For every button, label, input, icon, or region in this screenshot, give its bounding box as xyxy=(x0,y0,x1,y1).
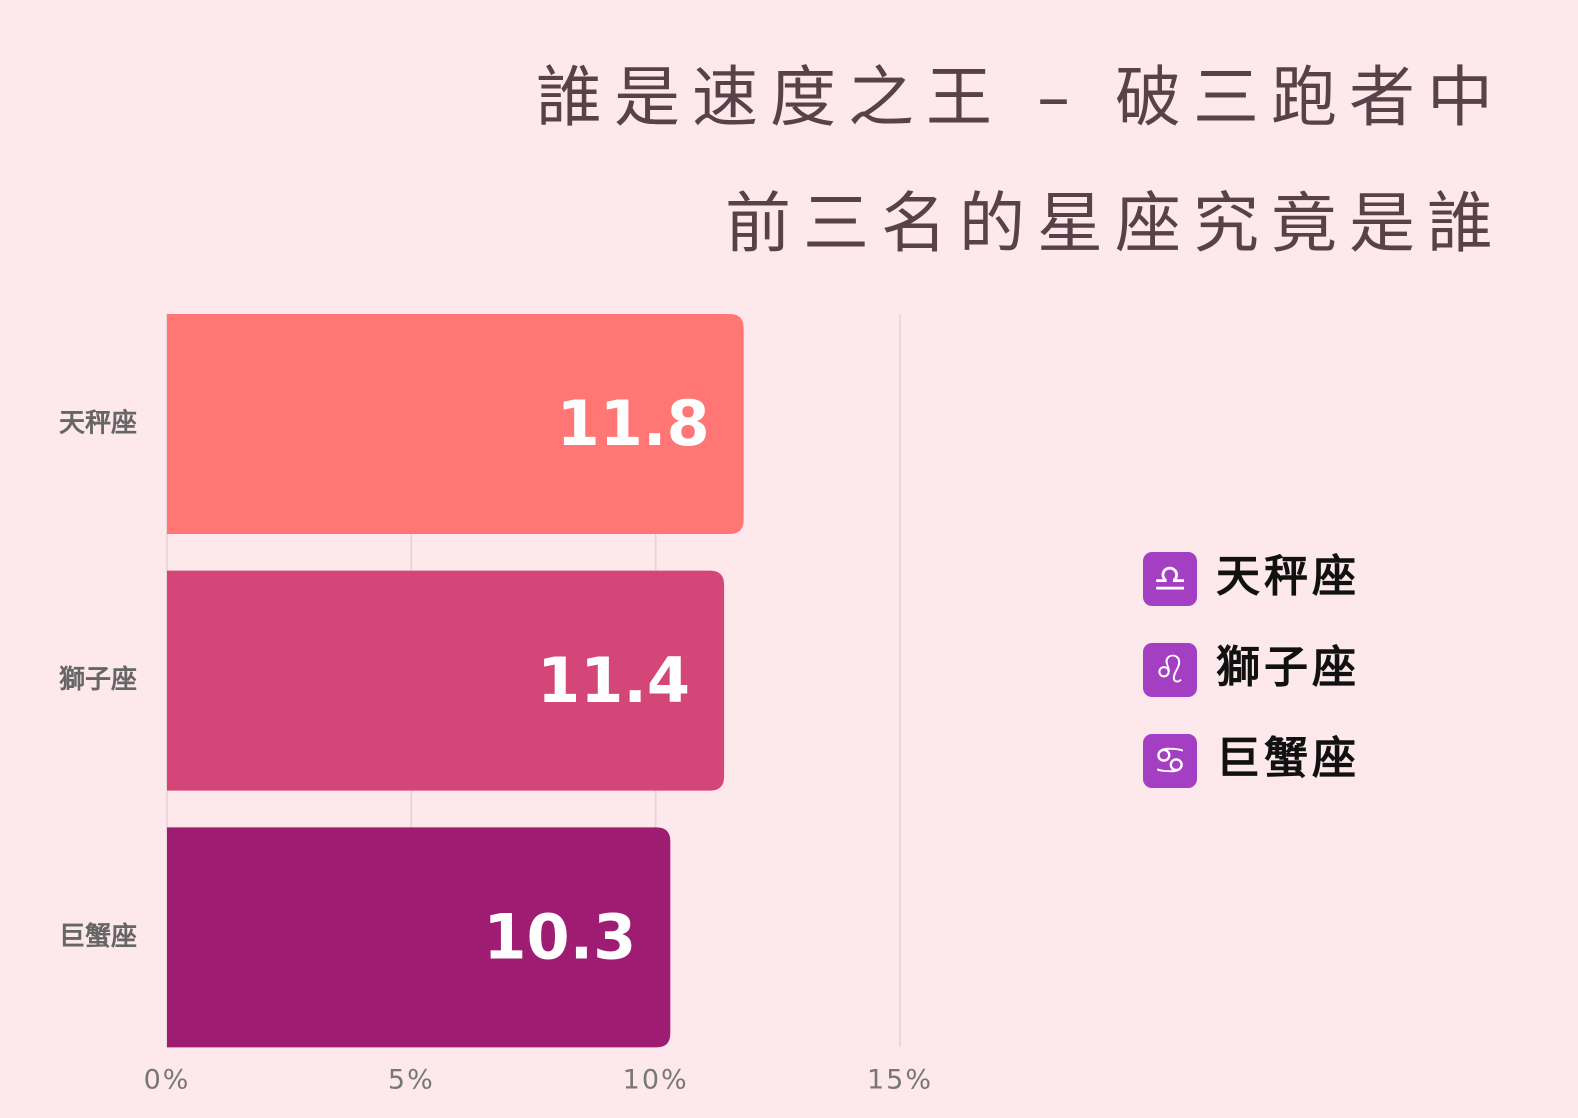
value-label: 11.8 xyxy=(557,387,710,460)
y-tick-label: 天秤座 xyxy=(59,408,137,439)
legend-label: 天秤座 xyxy=(1216,551,1360,602)
x-tick-label: 0% xyxy=(144,1065,191,1096)
legend-icon-symbol: ♌ xyxy=(1153,648,1187,692)
x-tick-label: 15% xyxy=(867,1065,933,1096)
legend-icon xyxy=(1143,643,1197,697)
y-tick-label: 巨蟹座 xyxy=(59,921,137,952)
legend-icon xyxy=(1143,734,1197,788)
x-tick-label: 10% xyxy=(623,1065,689,1096)
bar xyxy=(167,570,725,791)
chart-title: 前三名的星座究竟是誰 xyxy=(725,185,1505,262)
y-tick-label: 獅子座 xyxy=(59,664,137,695)
bar xyxy=(167,827,671,1048)
legend-label: 巨蟹座 xyxy=(1216,733,1360,784)
legend-icon-symbol: ♎ xyxy=(1153,557,1187,601)
legend-label: 獅子座 xyxy=(1216,642,1360,693)
legend-icon xyxy=(1143,552,1197,606)
bar xyxy=(167,314,744,534)
x-tick-label: 5% xyxy=(388,1065,435,1096)
legend-icon-symbol: ♋ xyxy=(1153,739,1187,783)
value-label: 11.4 xyxy=(537,644,690,717)
chart-title: 誰是速度之王 – 破三跑者中 xyxy=(536,59,1505,136)
value-label: 10.3 xyxy=(483,900,636,973)
